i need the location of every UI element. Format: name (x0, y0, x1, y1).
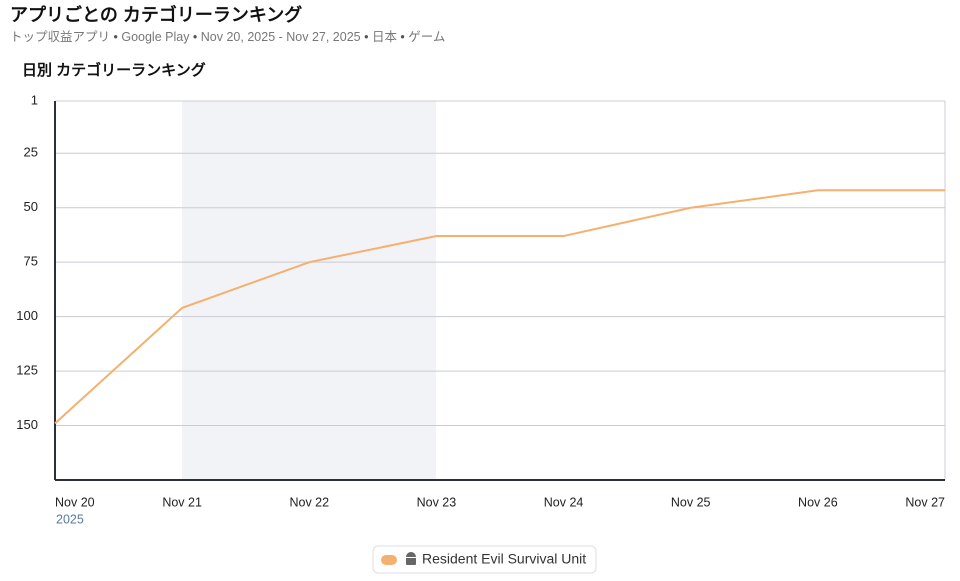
weekend-shade (182, 101, 436, 480)
legend-swatch (381, 555, 397, 565)
subtitle-part: トップ収益アプリ (10, 30, 110, 44)
page-title: アプリごとの カテゴリーランキング (10, 4, 302, 25)
subtitle-part: ゲーム (408, 30, 445, 44)
android-icon (406, 552, 416, 565)
x-tick-label: Nov 27 (905, 495, 945, 509)
legend-label: Resident Evil Survival Unit (422, 551, 586, 567)
y-tick-label: 25 (24, 145, 38, 160)
y-tick-label: 75 (24, 254, 38, 269)
x-year-label: 2025 (56, 512, 84, 526)
subtitle-part: Nov 20, 2025 - Nov 27, 2025 (201, 30, 361, 44)
x-tick-label: Nov 26 (798, 495, 838, 509)
y-tick-label: 1 (31, 92, 38, 107)
x-tick-label: Nov 24 (544, 495, 584, 509)
subtitle-part: Google Play (121, 30, 190, 44)
y-tick-label: 150 (16, 417, 38, 432)
x-tick-label: Nov 21 (162, 495, 202, 509)
y-tick-label: 125 (16, 363, 38, 378)
x-tick-label: Nov 22 (289, 495, 329, 509)
x-tick-label: Nov 20 (55, 495, 95, 509)
y-tick-label: 100 (16, 308, 38, 323)
y-tick-label: 50 (24, 199, 38, 214)
series-line (54, 189, 945, 425)
x-tick-label: Nov 23 (417, 495, 457, 509)
subtitle-part: 日本 (372, 30, 398, 44)
subtitle: トップ収益アプリ • Google Play • Nov 20, 2025 - … (10, 30, 445, 44)
legend-box (372, 545, 597, 574)
x-tick-label: Nov 25 (671, 495, 711, 509)
chart-title: 日別 カテゴリーランキング (22, 61, 206, 79)
legend: Resident Evil Survival Unit (372, 545, 597, 574)
